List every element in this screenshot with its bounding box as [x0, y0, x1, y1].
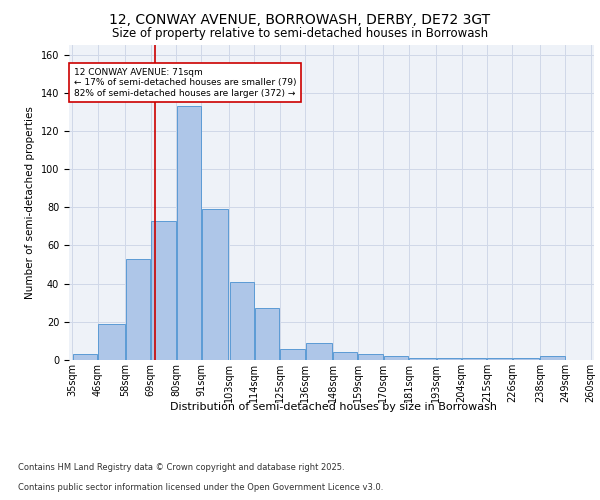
Bar	[409, 358, 436, 360]
Bar	[437, 358, 461, 360]
Text: Contains HM Land Registry data © Crown copyright and database right 2025.: Contains HM Land Registry data © Crown c…	[18, 464, 344, 472]
Y-axis label: Number of semi-detached properties: Number of semi-detached properties	[25, 106, 35, 299]
Text: 12, CONWAY AVENUE, BORROWASH, DERBY, DE72 3GT: 12, CONWAY AVENUE, BORROWASH, DERBY, DE7…	[109, 12, 491, 26]
Text: Contains public sector information licensed under the Open Government Licence v3: Contains public sector information licen…	[18, 484, 383, 492]
Bar	[333, 352, 358, 360]
Text: Distribution of semi-detached houses by size in Borrowash: Distribution of semi-detached houses by …	[170, 402, 497, 412]
Bar	[280, 348, 305, 360]
Bar	[98, 324, 125, 360]
Text: 12 CONWAY AVENUE: 71sqm
← 17% of semi-detached houses are smaller (79)
82% of se: 12 CONWAY AVENUE: 71sqm ← 17% of semi-de…	[74, 68, 296, 98]
Text: Size of property relative to semi-detached houses in Borrowash: Size of property relative to semi-detach…	[112, 28, 488, 40]
Bar	[541, 356, 565, 360]
Bar	[462, 358, 487, 360]
Bar	[230, 282, 254, 360]
Bar	[126, 259, 150, 360]
Bar	[202, 209, 229, 360]
Bar	[384, 356, 408, 360]
Bar	[73, 354, 97, 360]
Bar	[358, 354, 383, 360]
Bar	[513, 358, 539, 360]
Bar	[176, 106, 201, 360]
Bar	[151, 220, 176, 360]
Bar	[255, 308, 279, 360]
Bar	[487, 358, 512, 360]
Bar	[305, 343, 332, 360]
